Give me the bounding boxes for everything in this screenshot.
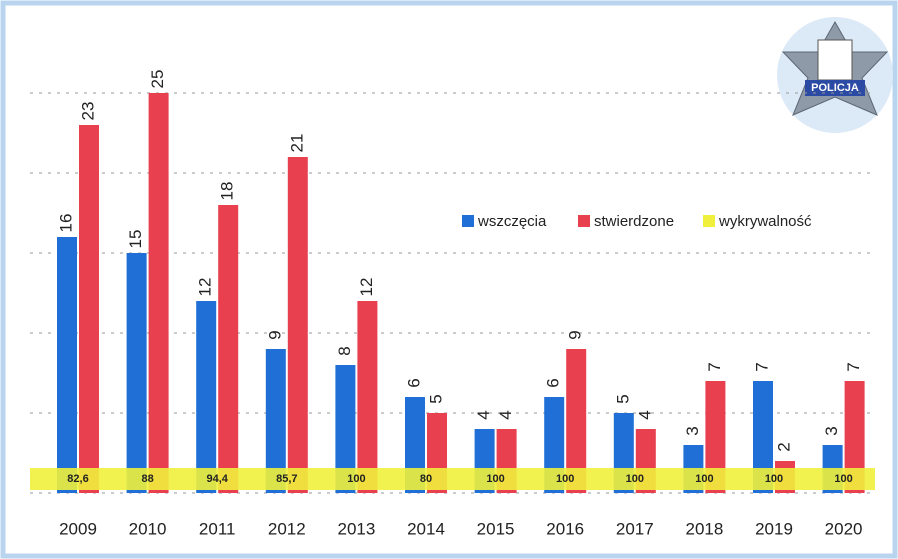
bar [57, 237, 77, 493]
value-label: 7 [752, 362, 771, 371]
x-tick-label: 2016 [546, 519, 584, 538]
value-label: 23 [78, 102, 97, 121]
x-tick-label: 2018 [685, 519, 723, 538]
legend-label: wykrywalność [718, 213, 812, 230]
value-label: 18 [218, 182, 237, 201]
rate-label: 88 [141, 473, 153, 485]
value-label: 3 [822, 426, 841, 435]
logo: POLICJA [777, 17, 893, 133]
value-label: 8 [335, 346, 354, 355]
legend-swatch [578, 215, 590, 227]
x-tick-label: 2015 [477, 519, 515, 538]
rate-label: 94,4 [206, 473, 228, 485]
rate-label: 80 [420, 473, 432, 485]
x-tick-label: 2014 [407, 519, 445, 538]
value-label: 2 [774, 442, 793, 451]
rate-band [30, 468, 875, 490]
bar [196, 301, 217, 493]
rate-label: 100 [695, 473, 713, 485]
value-label: 9 [566, 330, 585, 339]
rate-label: 100 [347, 473, 365, 485]
legend-label: stwierdzone [594, 213, 674, 230]
value-label: 6 [544, 378, 563, 387]
bar [753, 381, 773, 493]
rate-label: 100 [834, 473, 852, 485]
x-tick-label: 2012 [268, 519, 306, 538]
value-label: 16 [56, 214, 75, 233]
x-tick-label: 2019 [755, 519, 793, 538]
x-tick-label: 2009 [59, 519, 97, 538]
x-tick-label: 2010 [129, 519, 167, 538]
value-label: 9 [265, 330, 284, 339]
value-label: 4 [496, 410, 515, 419]
value-label: 12 [357, 278, 376, 297]
bar [218, 205, 239, 493]
rate-label: 100 [556, 473, 574, 485]
value-label: 25 [148, 70, 167, 89]
bar [357, 301, 378, 493]
bar [844, 381, 865, 493]
bar [705, 381, 726, 493]
bar [335, 365, 356, 493]
value-label: 15 [126, 230, 145, 249]
bar [265, 349, 286, 493]
bar [126, 253, 147, 493]
bar [287, 157, 308, 493]
x-tick-label: 2020 [825, 519, 863, 538]
value-label: 5 [613, 394, 632, 403]
value-label: 3 [683, 426, 702, 435]
x-tick-label: 2017 [616, 519, 654, 538]
rate-label: 85,7 [276, 473, 297, 485]
x-tick-label: 2013 [337, 519, 375, 538]
rate-label: 82,6 [67, 473, 88, 485]
value-label: 7 [705, 362, 724, 371]
legend-label: wszczęcia [477, 213, 547, 230]
rate-label: 100 [765, 473, 783, 485]
value-label: 21 [287, 134, 306, 153]
value-label: 4 [635, 410, 654, 419]
x-tick-label: 2011 [199, 519, 236, 538]
rate-label: 100 [626, 473, 644, 485]
bar [79, 125, 99, 493]
logo-text: POLICJA [811, 82, 859, 94]
legend-swatch [703, 215, 715, 227]
value-label: 4 [474, 410, 493, 419]
value-label: 12 [196, 278, 215, 297]
rate-label: 100 [486, 473, 504, 485]
value-label: 6 [404, 378, 423, 387]
value-label: 5 [426, 394, 445, 403]
bar [566, 349, 587, 493]
legend-swatch [462, 215, 474, 227]
bar [148, 93, 169, 493]
value-label: 7 [844, 362, 863, 371]
